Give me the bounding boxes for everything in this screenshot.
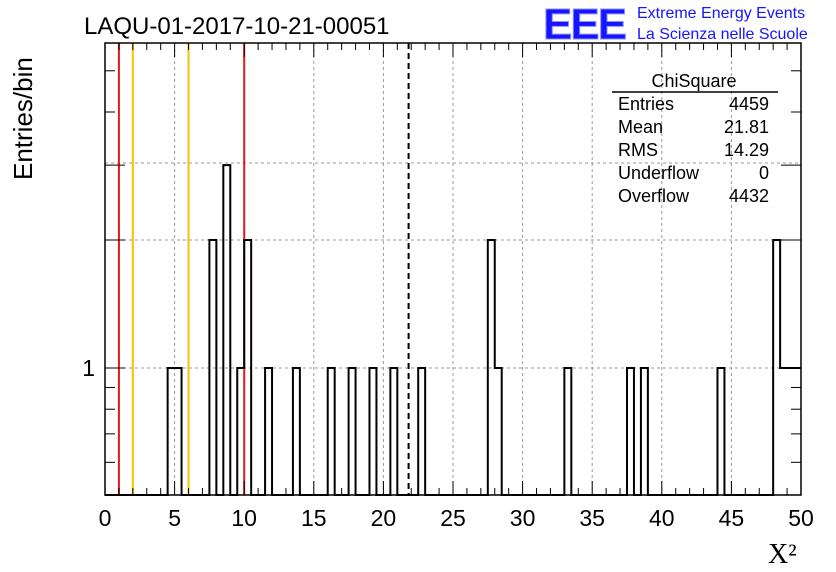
stats-value: 4432 bbox=[729, 186, 769, 206]
x-tick-label: 10 bbox=[231, 505, 257, 531]
x-tick-label: 30 bbox=[510, 505, 536, 531]
histogram-bin bbox=[495, 368, 502, 495]
grid bbox=[105, 43, 801, 495]
x-tick-label: 50 bbox=[788, 505, 814, 531]
x-tick-label: 5 bbox=[168, 505, 181, 531]
x-tick-label: 25 bbox=[440, 505, 466, 531]
stats-value: 21.81 bbox=[724, 117, 769, 137]
histogram-bin bbox=[237, 368, 244, 495]
histogram-bin bbox=[369, 368, 376, 495]
chart-title: LAQU-01-2017-10-21-00051 bbox=[84, 13, 390, 40]
stats-value: 0 bbox=[759, 163, 769, 183]
histogram-bin bbox=[223, 165, 230, 495]
stats-label: Overflow bbox=[618, 186, 690, 206]
reference-lines bbox=[117, 43, 410, 495]
histogram-bin bbox=[641, 368, 648, 495]
stats-value: 4459 bbox=[729, 94, 769, 114]
stats-label: Mean bbox=[618, 117, 663, 137]
stats-title: ChiSquare bbox=[651, 71, 736, 91]
axis-ticks: 0 5 10 15 20 25 30 35 40 45 50 1 bbox=[82, 43, 814, 531]
histogram-bin bbox=[168, 368, 175, 495]
x-tick-label: 0 bbox=[99, 505, 112, 531]
histogram-bin bbox=[390, 368, 397, 495]
x-tick-label: 35 bbox=[579, 505, 605, 531]
stats-box: ChiSquare Entries 4459 Mean 21.81 RMS 14.29 Un… bbox=[612, 71, 778, 206]
stats-value: 14.29 bbox=[724, 140, 769, 160]
histogram-bin bbox=[717, 368, 724, 495]
x-tick-label: 20 bbox=[371, 505, 397, 531]
logo-mark: EEE bbox=[543, 0, 626, 49]
x-tick-label: 40 bbox=[649, 505, 675, 531]
stats-label: Underflow bbox=[618, 163, 700, 183]
stats-rows: Entries 4459 Mean 21.81 RMS 14.29 Underflow 0 Ov… bbox=[618, 94, 769, 206]
histogram-bin bbox=[418, 368, 425, 495]
histogram-bin bbox=[265, 368, 272, 495]
histogram-bins bbox=[168, 165, 801, 495]
histogram-bin bbox=[627, 368, 634, 495]
eee-logo: EEE Extreme Energy Events La Scienza nel… bbox=[543, 0, 808, 50]
histogram-bin bbox=[780, 368, 787, 495]
histogram-bin bbox=[328, 368, 335, 495]
x-tick-label: 45 bbox=[719, 505, 745, 531]
histogram-bin bbox=[175, 368, 182, 495]
histogram-bin bbox=[349, 368, 356, 495]
stats-label: Entries bbox=[618, 94, 674, 114]
x-axis-label: X² bbox=[768, 539, 797, 570]
histogram-bin bbox=[293, 368, 300, 495]
y-axis-label: Entries/bin bbox=[8, 57, 38, 180]
stats-label: RMS bbox=[618, 140, 658, 160]
y-tick-label: 1 bbox=[82, 355, 95, 381]
x-tick-label: 15 bbox=[301, 505, 327, 531]
logo-line-1: Extreme Energy Events bbox=[637, 5, 805, 22]
logo-line-2: La Scienza nelle Scuole bbox=[637, 26, 808, 43]
histogram-bin bbox=[564, 368, 571, 495]
